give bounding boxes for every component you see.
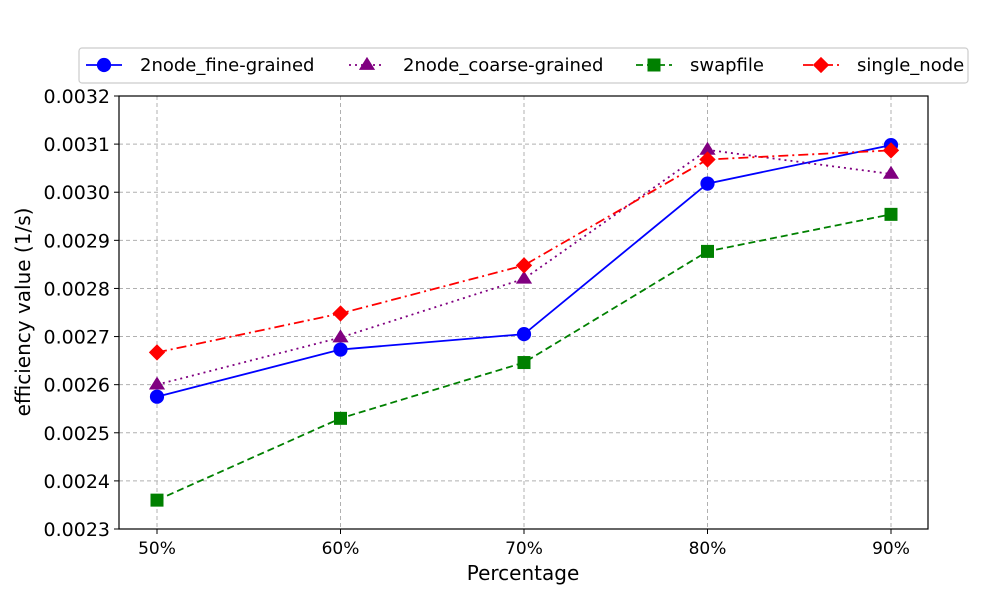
legend-marker bbox=[96, 57, 112, 73]
x-tick-label: 70% bbox=[505, 539, 543, 559]
grid bbox=[119, 95, 928, 530]
data-point bbox=[515, 257, 533, 274]
series-single_node bbox=[148, 142, 900, 361]
x-axis: 50% 60% 70% 80% 90% bbox=[138, 529, 910, 559]
y-tick-label: 0.0028 bbox=[44, 278, 110, 300]
data-point bbox=[517, 356, 531, 370]
x-tick-label: 90% bbox=[872, 539, 910, 559]
data-point bbox=[700, 176, 715, 191]
series-line bbox=[156, 148, 892, 386]
legend-item: 2node_fine-grained bbox=[86, 55, 314, 76]
y-tick-label: 0.0030 bbox=[44, 182, 110, 204]
data-point bbox=[334, 411, 347, 425]
y-tick-label: 0.0026 bbox=[44, 375, 110, 397]
legend: 2node_fine-grained 2node_coarse-grained sw… bbox=[78, 47, 969, 84]
series-layer bbox=[148, 137, 900, 507]
y-tick-label: 0.0024 bbox=[44, 471, 110, 493]
data-point bbox=[149, 389, 165, 404]
data-point bbox=[882, 165, 900, 179]
x-tick-label: 50% bbox=[138, 539, 176, 559]
data-point bbox=[699, 151, 716, 168]
data-point bbox=[333, 342, 348, 357]
legend-label: swapfile bbox=[690, 55, 764, 76]
data-point bbox=[515, 270, 533, 284]
series-swapfile bbox=[150, 207, 898, 507]
x-tick-label: 60% bbox=[322, 539, 360, 559]
legend-item: 2node_coarse-grained bbox=[349, 55, 603, 76]
y-axis-title: efficiency value (1/s) bbox=[11, 208, 35, 417]
y-axis: 0.0023 0.0024 0.0025 0.0026 0.0027 0.0028 0.00… bbox=[44, 86, 119, 541]
legend-item: swapfile bbox=[636, 55, 764, 76]
legend-marker bbox=[812, 56, 830, 74]
data-point bbox=[332, 329, 349, 343]
legend-item: single_node bbox=[803, 55, 964, 76]
y-tick-label: 0.0032 bbox=[44, 86, 110, 108]
y-tick-label: 0.0031 bbox=[44, 134, 110, 156]
y-tick-label: 0.0025 bbox=[44, 423, 110, 445]
x-axis-title: Percentage bbox=[467, 561, 580, 585]
legend-label: single_node bbox=[857, 55, 964, 76]
legend-label: 2node_coarse-grained bbox=[403, 55, 603, 76]
data-point bbox=[884, 207, 898, 221]
y-tick-label: 0.0023 bbox=[44, 519, 110, 541]
data-point bbox=[150, 493, 164, 507]
legend-label: 2node_fine-grained bbox=[140, 55, 314, 76]
y-tick-label: 0.0029 bbox=[44, 230, 110, 252]
data-point bbox=[882, 142, 900, 159]
series-2node_coarse-grained bbox=[148, 141, 900, 390]
series-line bbox=[156, 149, 892, 354]
data-point bbox=[148, 344, 166, 361]
legend-marker bbox=[647, 58, 661, 72]
legend-frame bbox=[78, 47, 969, 84]
y-tick-label: 0.0027 bbox=[44, 327, 110, 349]
legend-marker bbox=[358, 56, 376, 70]
data-point bbox=[332, 305, 349, 322]
data-point bbox=[148, 376, 166, 390]
data-point bbox=[701, 244, 714, 258]
data-point bbox=[516, 327, 532, 342]
series-line bbox=[156, 213, 892, 501]
x-tick-label: 80% bbox=[689, 539, 727, 559]
